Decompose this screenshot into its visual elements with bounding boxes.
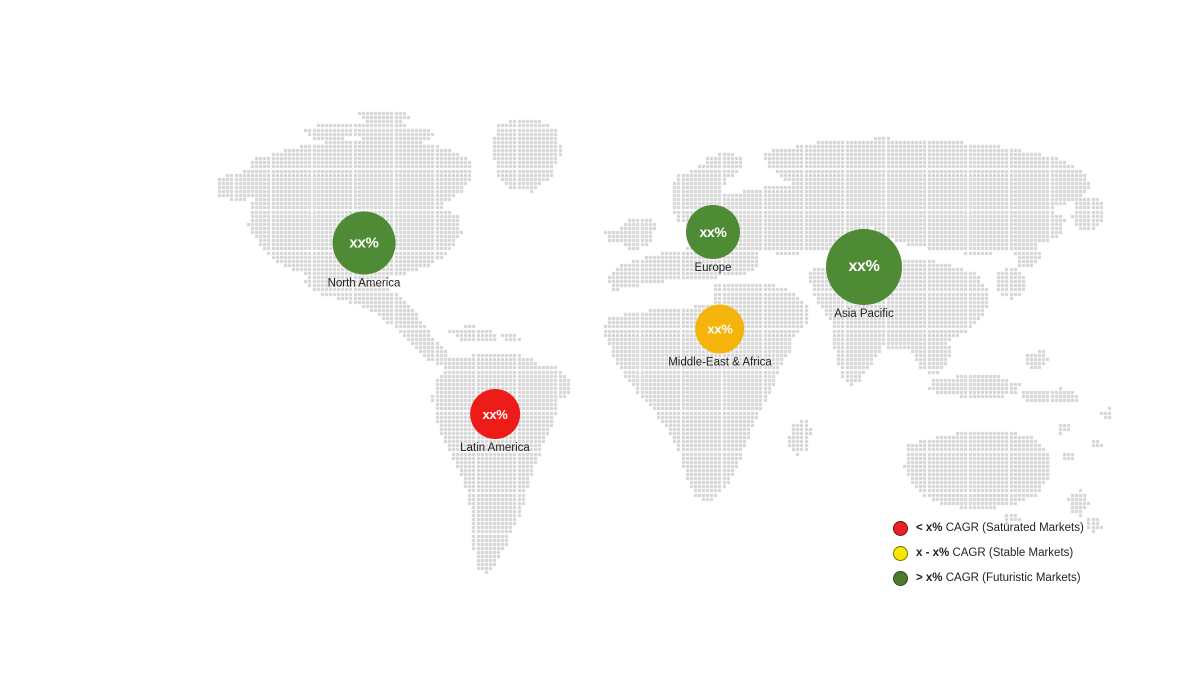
legend-label-saturated: < x% CAGR (Saturated Markets) xyxy=(916,522,1084,535)
region-bubble-circle-north-america: xx% xyxy=(332,211,396,275)
legend-item-saturated[interactable]: < x% CAGR (Saturated Markets) xyxy=(893,521,1084,536)
region-label-asia-pacific: Asia Pacific xyxy=(834,308,894,320)
legend-label-futuristic: > x% CAGR (Futuristic Markets) xyxy=(916,572,1081,585)
legend-desc-saturated: CAGR (Saturated Markets) xyxy=(945,522,1084,534)
region-bubble-circle-asia-pacific: xx% xyxy=(826,229,902,305)
legend-dot-stable-icon xyxy=(893,546,908,561)
region-label-europe: Europe xyxy=(694,262,732,274)
region-value-latin-america: xx% xyxy=(482,406,508,422)
legend-dot-futuristic-icon xyxy=(893,571,908,586)
region-value-north-america: xx% xyxy=(349,234,379,252)
region-bubble-europe[interactable]: xx% Europe xyxy=(686,205,740,275)
region-bubble-asia-pacific[interactable]: xx% Asia Pacific xyxy=(826,229,902,321)
region-bubble-circle-middle-east-africa: xx% xyxy=(695,304,745,354)
region-label-latin-america: Latin America xyxy=(460,442,530,454)
region-label-middle-east-africa: Middle-East & Africa xyxy=(668,356,772,369)
legend-dot-saturated-icon xyxy=(893,521,908,536)
legend-item-futuristic[interactable]: > x% CAGR (Futuristic Markets) xyxy=(893,571,1084,586)
region-bubble-middle-east-africa[interactable]: xx% Middle-East & Africa xyxy=(668,304,772,370)
region-value-asia-pacific: xx% xyxy=(848,258,880,275)
legend-range-stable: x - x% xyxy=(916,547,950,559)
region-bubble-north-america[interactable]: xx% North America xyxy=(327,211,401,291)
legend-label-stable: x - x% CAGR (Stable Markets) xyxy=(916,547,1073,560)
legend-range-futuristic: > x% xyxy=(916,572,943,584)
region-bubble-circle-latin-america: xx% xyxy=(470,389,520,439)
region-bubble-latin-america[interactable]: xx% Latin America xyxy=(460,389,530,455)
legend-desc-futuristic: CAGR (Futuristic Markets) xyxy=(945,572,1081,584)
legend-item-stable[interactable]: x - x% CAGR (Stable Markets) xyxy=(893,546,1084,561)
region-value-europe: xx% xyxy=(699,224,727,240)
legend-desc-stable: CAGR (Stable Markets) xyxy=(952,547,1074,559)
legend: < x% CAGR (Saturated Markets) x - x% CAGR… xyxy=(893,521,1084,586)
region-label-north-america: North America xyxy=(327,277,401,290)
region-bubble-circle-europe: xx% xyxy=(686,205,740,259)
legend-range-saturated: < x% xyxy=(916,522,943,534)
region-value-middle-east-africa: xx% xyxy=(707,321,733,337)
